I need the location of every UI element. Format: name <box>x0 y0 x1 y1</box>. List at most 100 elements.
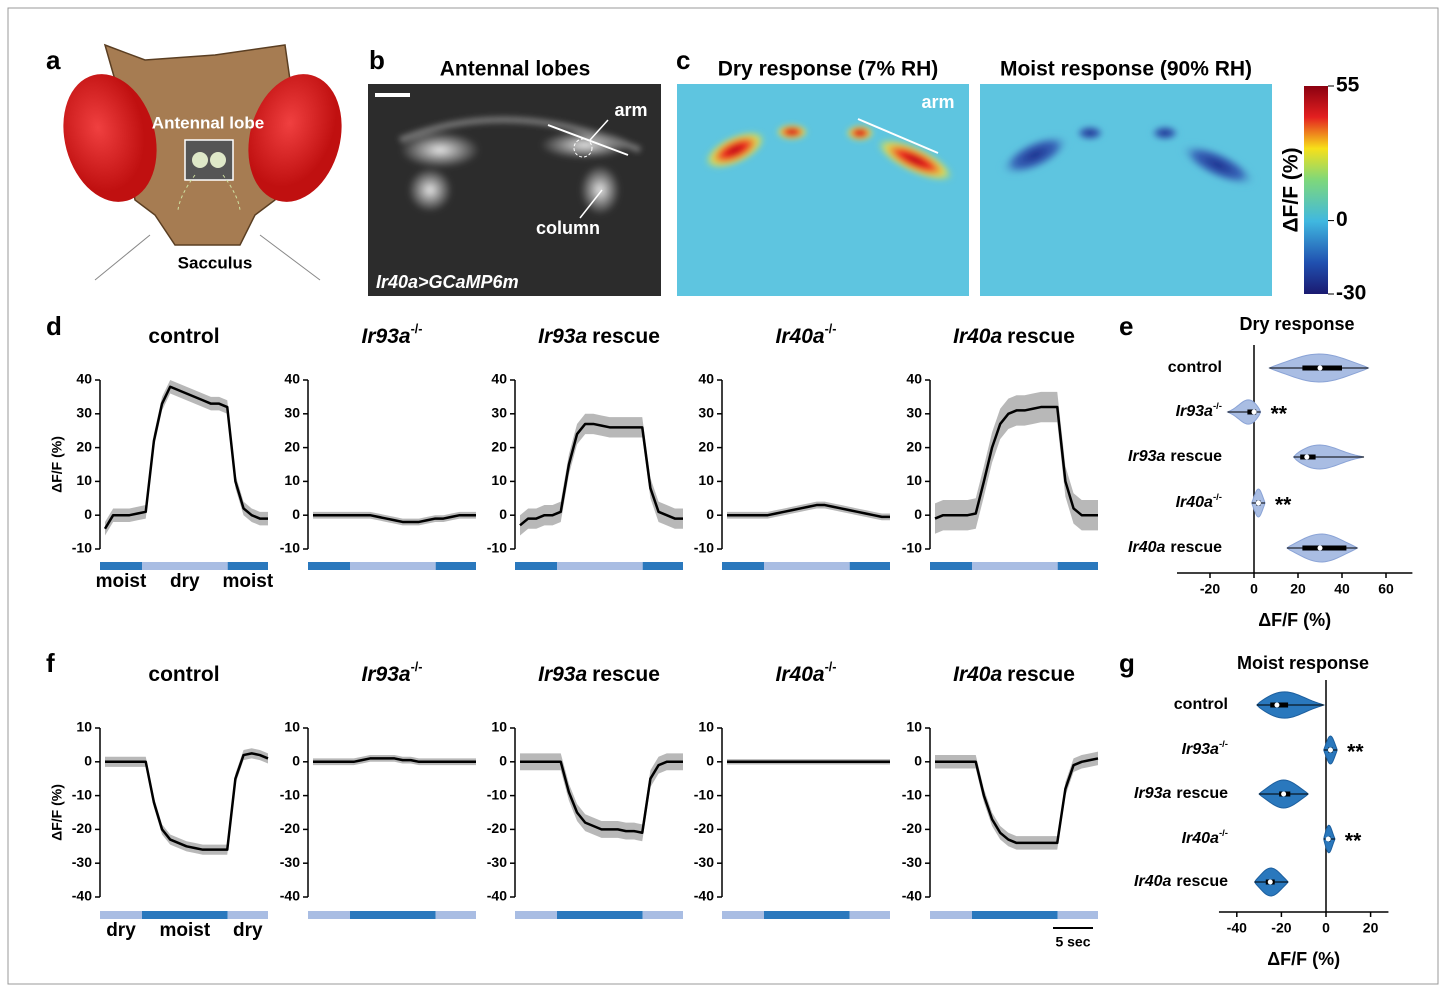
stimulus-bar <box>142 911 228 919</box>
text: rescue <box>1007 663 1075 686</box>
trace <box>313 757 476 764</box>
y-tick-label: -30 <box>280 854 300 870</box>
gene: Ir93a <box>1128 448 1165 465</box>
stimulus-label: dry <box>106 920 136 941</box>
median <box>1304 454 1310 460</box>
arrow <box>579 189 603 219</box>
y-tick-label: 0 <box>706 753 714 769</box>
median <box>1325 836 1331 842</box>
text: rescue <box>1007 325 1075 348</box>
text: rescue <box>1176 785 1228 802</box>
genotype-label: Ir93a rescue <box>538 663 660 686</box>
y-tick-label: 40 <box>76 371 92 387</box>
y-tick-label: -20 <box>487 820 507 836</box>
y-tick-label: 0 <box>914 506 922 522</box>
text: rescue <box>1170 448 1222 465</box>
image-title: Dry response (7% RH) <box>718 58 939 81</box>
gene: Ir40a <box>1176 494 1213 511</box>
y-axis-label: ΔF/F (%) <box>49 436 65 493</box>
y-tick-label: 20 <box>698 438 714 454</box>
genotype-label: Ir93a-/- <box>362 660 423 685</box>
stimulus-bar <box>515 562 557 570</box>
heatmap-blobs <box>999 125 1257 187</box>
genotype-label: Ir93a rescue <box>538 325 660 348</box>
trace <box>519 422 683 527</box>
trace <box>520 760 683 835</box>
panel-label: f <box>46 648 55 678</box>
gene: Ir93a <box>538 325 587 348</box>
error-band <box>105 380 268 536</box>
significance: ** <box>1275 494 1292 517</box>
error-band <box>313 755 476 766</box>
stimulus-bar <box>350 562 436 570</box>
superscript: -/- <box>825 322 837 336</box>
panel-label: c <box>676 45 690 75</box>
x-axis-label: ΔF/F (%) <box>1258 610 1331 630</box>
y-tick-label: -30 <box>694 854 714 870</box>
y-tick-label: 0 <box>499 506 507 522</box>
genotype-label: control <box>1168 359 1222 376</box>
error-band <box>935 391 1098 534</box>
stimulus-bar <box>930 562 972 570</box>
superscript: -/- <box>1219 739 1228 750</box>
y-tick-label: 10 <box>284 719 300 735</box>
stimulus-bar <box>100 911 142 919</box>
image-blobs <box>398 116 642 215</box>
median <box>1281 791 1287 797</box>
x-tick-label: 60 <box>1378 581 1394 597</box>
trace <box>105 752 269 851</box>
y-tick-label: 10 <box>491 719 507 735</box>
chart-title: Dry response <box>1239 314 1354 334</box>
image-title: Moist response (90% RH) <box>1000 58 1252 81</box>
x-axis-label: ΔF/F (%) <box>1267 949 1340 969</box>
stimulus-bar <box>435 911 476 919</box>
gene: Ir40a <box>776 325 825 348</box>
trace <box>934 405 1098 520</box>
y-tick-label: 10 <box>906 719 922 735</box>
gene: Ir40a <box>1128 539 1165 556</box>
gene: Ir40a <box>953 325 1002 348</box>
y-tick-label: 10 <box>906 472 922 488</box>
y-tick-label: 0 <box>84 753 92 769</box>
genotype-label: Ir93a-/- <box>1182 739 1228 758</box>
y-tick-label: 30 <box>491 405 507 421</box>
panel-label: b <box>369 45 385 75</box>
text: rescue <box>1170 539 1222 556</box>
x-tick-label: -20 <box>1271 920 1291 936</box>
image-title: Antennal lobes <box>440 58 591 81</box>
gene: Ir93a <box>538 663 587 686</box>
text: rescue <box>1176 873 1228 890</box>
median <box>1255 500 1261 506</box>
y-axis-label: ΔF/F (%) <box>49 784 65 841</box>
x-tick-label: 20 <box>1290 581 1306 597</box>
median <box>1327 747 1333 753</box>
genotype-label: control <box>1174 696 1228 713</box>
y-tick-label: -10 <box>694 786 714 802</box>
y-tick-label: 40 <box>284 371 300 387</box>
median <box>1317 365 1323 371</box>
gene: Ir93a <box>1182 741 1219 758</box>
annotation: Sacculus <box>178 253 253 272</box>
y-tick-label: 0 <box>706 506 714 522</box>
genotype-label: Ir40a rescue <box>953 325 1075 348</box>
y-tick-label: 30 <box>76 405 92 421</box>
genotype-label: Ir40a rescue <box>1128 539 1222 556</box>
median <box>1267 879 1273 885</box>
stimulus-bar <box>227 911 268 919</box>
stimulus-bar <box>972 562 1058 570</box>
panel-label: d <box>46 311 62 341</box>
superscript: -/- <box>1213 492 1222 503</box>
y-tick-label: 10 <box>698 719 714 735</box>
stimulus-bar <box>764 911 850 919</box>
stimulus-bar <box>227 562 268 570</box>
y-tick-label: -10 <box>694 540 714 556</box>
y-tick-label: -10 <box>280 786 300 802</box>
x-tick-label: -20 <box>1200 581 1220 597</box>
median <box>1274 702 1280 708</box>
gene: Ir40a <box>1134 873 1171 890</box>
stimulus-bar <box>557 911 643 919</box>
y-tick-label: -10 <box>487 786 507 802</box>
y-tick-label: -30 <box>72 854 92 870</box>
colorbar-tick-label: -30 <box>1336 282 1366 305</box>
